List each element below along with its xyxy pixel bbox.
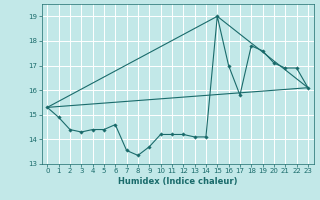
- X-axis label: Humidex (Indice chaleur): Humidex (Indice chaleur): [118, 177, 237, 186]
